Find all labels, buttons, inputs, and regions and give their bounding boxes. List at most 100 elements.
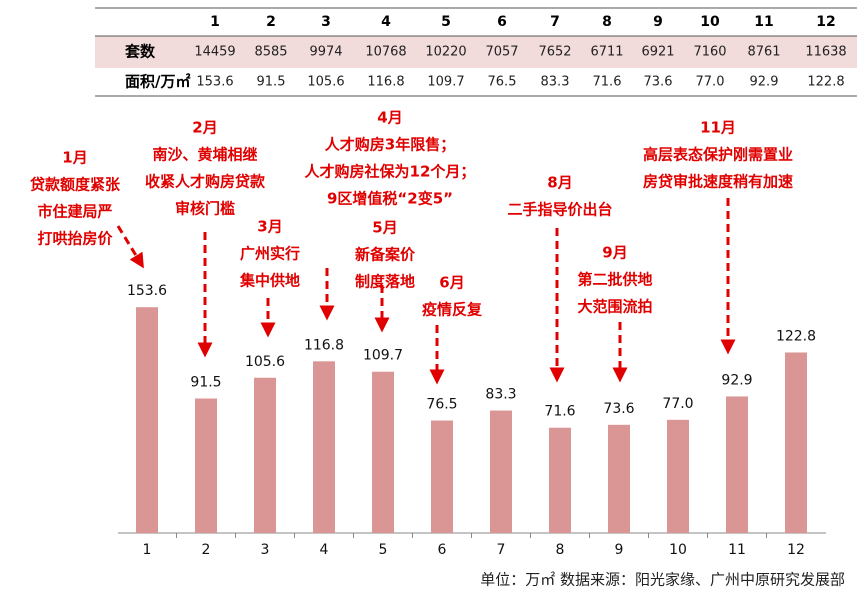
table-cell: 122.8: [807, 75, 844, 90]
x-tick-label: 4: [320, 542, 329, 558]
table-cell: 14459: [194, 45, 235, 60]
annotation: 贷款额度紧张: [30, 176, 121, 194]
annotation: 大范围流拍: [577, 298, 652, 316]
bar: [608, 424, 630, 533]
table-cell: 11638: [805, 45, 846, 60]
table-cell: 73.6: [644, 75, 673, 90]
x-tick-label: 3: [261, 542, 270, 558]
table-header: 5: [441, 14, 451, 30]
table-header: 9: [653, 14, 663, 30]
table-header: 4: [381, 14, 391, 30]
table-header: 8: [602, 14, 612, 30]
value-label: 92.9: [721, 372, 752, 388]
table-cell: 71.6: [593, 75, 622, 90]
annotation: 新备案价: [355, 246, 416, 264]
annotation: 房贷审批速度稍有加速: [643, 173, 793, 191]
value-label: 109.7: [363, 348, 403, 364]
table-row-label: 套数: [124, 43, 156, 61]
annotation: 第二批供地: [577, 271, 652, 289]
bar: [372, 371, 394, 533]
bar: [726, 396, 748, 533]
annotation: 人才购房3年限售；: [325, 136, 455, 154]
value-label: 71.6: [544, 404, 575, 420]
table-header: 6: [497, 14, 507, 30]
bar: [254, 377, 276, 533]
x-tick-label: 11: [728, 542, 746, 558]
annotation: 审核门槛: [175, 200, 235, 218]
annotation: 南沙、黄埔相继: [152, 146, 257, 164]
table-cell: 10220: [425, 45, 466, 60]
table-cell: 6711: [590, 45, 623, 60]
annotation: 1月: [62, 149, 87, 167]
table-header: 2: [266, 14, 276, 30]
x-tick-label: 1: [143, 542, 152, 558]
table-header: 3: [321, 14, 331, 30]
x-tick-label: 7: [497, 542, 506, 558]
value-label: 77.0: [662, 396, 693, 412]
bar: [136, 307, 158, 533]
x-tick-label: 2: [202, 542, 211, 558]
value-label: 76.5: [426, 397, 457, 413]
table-cell: 92.9: [750, 75, 779, 90]
table-cell: 109.7: [427, 75, 464, 90]
annotation: 集中供地: [239, 272, 300, 290]
table-cell: 116.8: [367, 75, 404, 90]
annotation: 制度落地: [355, 273, 415, 291]
value-label: 153.6: [127, 283, 167, 299]
annotation: 3月: [257, 218, 282, 236]
annotation: 收紧人才购房贷款: [145, 173, 266, 191]
value-label: 122.8: [776, 328, 816, 344]
table-cell: 7652: [538, 45, 571, 60]
value-label: 83.3: [485, 387, 516, 403]
table-cell: 76.5: [488, 75, 517, 90]
table-header: 7: [550, 14, 560, 30]
bar: [313, 361, 335, 533]
table-header: 1: [210, 14, 220, 30]
annotation: 9区增值税“2变5”: [327, 190, 453, 208]
x-tick-label: 9: [615, 542, 624, 558]
value-label: 91.5: [190, 374, 221, 390]
table-cell: 83.3: [541, 75, 570, 90]
annotation: 4月: [377, 109, 402, 127]
table-row-label: 面积/万㎡: [125, 73, 190, 91]
table-cell: 10768: [365, 45, 406, 60]
bar: [785, 352, 807, 533]
annotation: 打哄抬房价: [37, 230, 113, 248]
value-label: 105.6: [245, 354, 285, 370]
annotation: 广州实行: [240, 245, 300, 263]
annotation: 高层表态保护刚需置业: [643, 146, 793, 164]
bar: [195, 398, 217, 533]
annotation: 人才购房社保为12个月；: [305, 163, 476, 181]
x-tick-label: 6: [438, 542, 447, 558]
annotation: 市住建局严: [37, 203, 112, 221]
bar: [490, 410, 512, 533]
source-note: 单位：万㎡ 数据来源：阳光家缘、广州中原研究发展部: [480, 571, 845, 589]
table-cell: 6921: [641, 45, 674, 60]
table-header: 12: [816, 14, 835, 30]
annotation: 2月: [192, 119, 217, 137]
annotation: 5月: [372, 219, 397, 237]
annotation: 二手指导价出台: [507, 201, 612, 219]
x-tick-label: 10: [669, 542, 687, 558]
annotation: 11月: [700, 119, 736, 137]
annotation: 9月: [602, 244, 627, 262]
annotation: 疫情反复: [422, 301, 483, 319]
table-header: 10: [700, 14, 720, 30]
bar: [667, 419, 689, 533]
table-cell: 7160: [693, 45, 726, 60]
table-row-bg: [95, 36, 857, 68]
arrows: [116, 198, 736, 385]
bar: [549, 427, 571, 533]
table-cell: 77.0: [696, 75, 725, 90]
table-cell: 153.6: [196, 75, 233, 90]
x-tick-label: 8: [556, 542, 565, 558]
value-label: 73.6: [603, 401, 634, 417]
table-cell: 8761: [747, 45, 780, 60]
table-header: 11: [754, 14, 773, 30]
annotation: 8月: [547, 174, 572, 192]
x-tick-label: 5: [379, 542, 388, 558]
table-cell: 105.6: [307, 75, 344, 90]
table-cell: 91.5: [257, 75, 286, 90]
x-tick-label: 12: [787, 542, 805, 558]
